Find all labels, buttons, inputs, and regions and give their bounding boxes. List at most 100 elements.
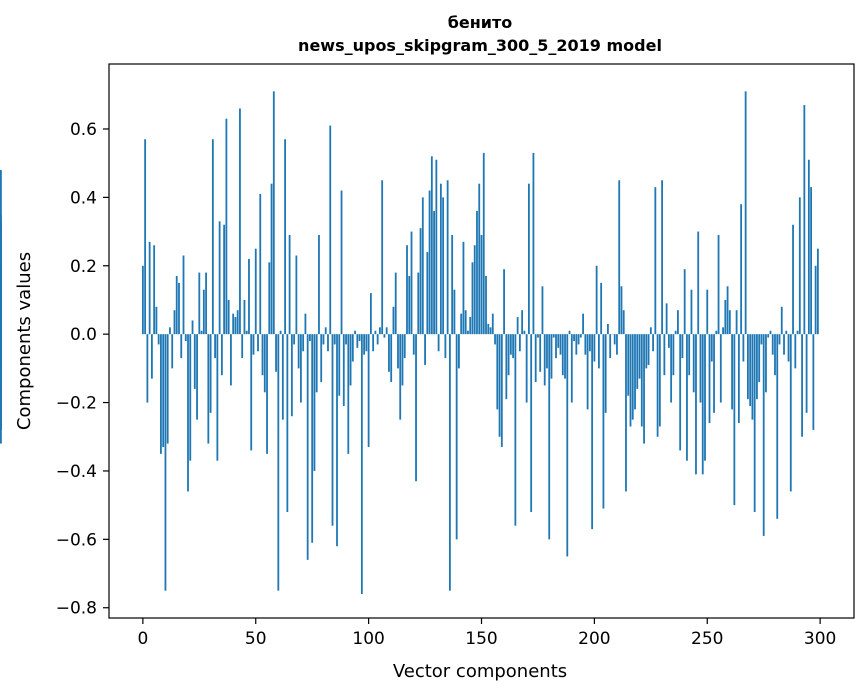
y-tick-label: 0.2 <box>70 257 97 277</box>
bar <box>320 334 323 383</box>
bar <box>223 224 226 335</box>
bar <box>722 327 724 335</box>
bar <box>462 241 465 335</box>
bar <box>473 245 476 335</box>
bar <box>313 334 316 471</box>
bar <box>810 187 813 335</box>
bar <box>340 190 343 335</box>
bar <box>674 330 677 335</box>
bar <box>485 276 487 335</box>
bar <box>338 334 341 396</box>
bar <box>555 334 557 359</box>
bar <box>304 313 307 335</box>
bar <box>426 252 429 335</box>
bar <box>268 262 271 335</box>
bar <box>525 334 528 403</box>
bar <box>315 334 318 393</box>
bar <box>541 286 544 335</box>
bar <box>397 334 399 369</box>
bar <box>699 334 702 403</box>
bar <box>230 334 232 386</box>
bar <box>783 334 785 355</box>
bar <box>776 334 779 519</box>
bar <box>796 330 799 335</box>
bar <box>695 334 697 475</box>
bar <box>616 334 618 355</box>
bar <box>507 334 510 376</box>
bar <box>277 334 280 591</box>
bar <box>153 245 156 335</box>
bar <box>582 313 584 335</box>
bar <box>794 334 797 369</box>
bar <box>433 211 435 335</box>
bar <box>146 334 149 403</box>
x-axis-ticks: 0 50 100 150 200 250 300 <box>137 618 836 649</box>
bar <box>780 306 783 335</box>
bar <box>629 334 632 427</box>
bar <box>360 334 363 595</box>
bar <box>288 234 291 335</box>
bar <box>279 330 282 335</box>
bar <box>708 334 711 424</box>
bar <box>643 334 645 444</box>
bar <box>500 334 503 448</box>
bar <box>227 299 230 335</box>
bar <box>801 334 803 437</box>
bar <box>417 272 420 335</box>
bar <box>171 334 174 369</box>
bar <box>575 334 578 355</box>
bar <box>297 334 300 369</box>
bar <box>756 334 758 400</box>
bar <box>347 334 350 454</box>
bar <box>141 265 144 335</box>
bar <box>367 334 370 448</box>
bar <box>476 211 478 335</box>
bar <box>392 306 395 335</box>
bar <box>480 234 483 335</box>
bar <box>415 334 417 482</box>
y-tick-label: 0.6 <box>70 120 97 140</box>
bar <box>336 334 338 547</box>
bar <box>467 330 469 335</box>
bar <box>803 105 806 335</box>
bar <box>765 334 767 393</box>
bar <box>537 334 539 338</box>
bar <box>807 159 810 335</box>
bar <box>792 224 794 335</box>
bar <box>491 313 494 335</box>
bar <box>604 334 607 413</box>
bar <box>250 334 253 451</box>
bar <box>640 334 643 427</box>
bar <box>719 334 722 403</box>
bar <box>670 334 673 403</box>
bar <box>403 334 406 359</box>
bar <box>383 334 386 338</box>
bar <box>561 334 564 376</box>
bar <box>663 334 666 376</box>
bar <box>358 334 361 341</box>
bar <box>390 334 393 383</box>
bar <box>270 183 273 335</box>
bar <box>710 334 713 362</box>
bar <box>726 286 729 335</box>
bar <box>638 334 641 379</box>
bar <box>191 320 194 335</box>
bar <box>182 255 185 335</box>
bar <box>514 334 517 526</box>
bar <box>627 334 630 396</box>
bar <box>656 334 659 437</box>
bar <box>489 327 492 335</box>
bar <box>169 327 171 335</box>
y-axis-ticks: −0.8 −0.6 −0.4 −0.2 0.0 0.2 0.4 0.6 <box>56 120 109 619</box>
bar <box>385 327 388 335</box>
bar <box>284 139 286 335</box>
bar <box>0 170 2 335</box>
bar <box>252 334 255 355</box>
bar <box>478 183 481 335</box>
bar <box>220 334 223 376</box>
bar <box>363 334 366 355</box>
bar <box>744 91 747 335</box>
bar <box>728 310 731 335</box>
bar <box>737 334 740 424</box>
bar <box>211 139 214 335</box>
